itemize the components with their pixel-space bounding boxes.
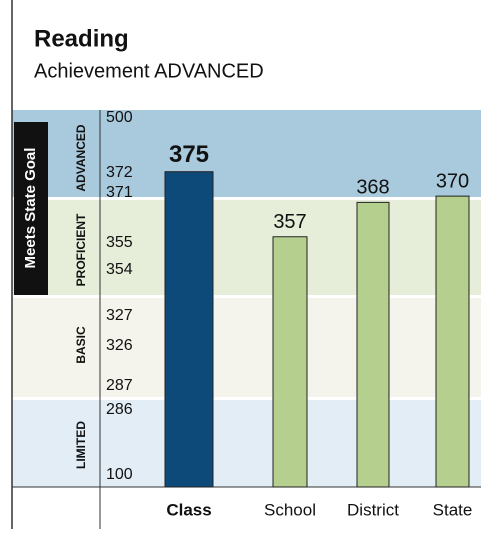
plot [12, 110, 481, 487]
side-label-box [14, 122, 48, 295]
value-label: 357 [273, 211, 306, 233]
y-tick-label: 287 [106, 377, 133, 394]
bar [356, 201, 390, 488]
bar [272, 236, 308, 488]
band [12, 298, 481, 397]
side-label: Meets State Goal [22, 148, 39, 269]
y-tick-label: 372 [106, 164, 133, 181]
y-tick-label: 100 [106, 466, 133, 483]
x-tick-label: School [264, 500, 316, 519]
value-label: 375 [169, 141, 209, 168]
band-label: BASIC [74, 326, 88, 364]
y-tick-label: 355 [106, 234, 133, 251]
chart-subtitle: Achievement ADVANCED [34, 60, 264, 82]
band-label: LIMITED [74, 421, 88, 469]
bar [435, 195, 470, 488]
y-tick-label: 327 [106, 307, 133, 324]
band [12, 400, 481, 487]
x-tick-label: State [433, 500, 473, 519]
y-tick-label: 500 [106, 109, 133, 126]
band [12, 200, 481, 295]
value-label: 368 [356, 177, 389, 199]
y-tick-label: 286 [106, 401, 133, 418]
y-tick-label: 354 [106, 261, 133, 278]
y-tick-label: 326 [106, 337, 133, 354]
band-label: PROFICIENT [74, 213, 88, 286]
band-label: ADVANCED [74, 124, 88, 191]
x-tick-label: District [347, 500, 399, 519]
chart-title: Reading [34, 25, 129, 52]
band [12, 110, 481, 197]
bar [164, 171, 214, 488]
y-tick-label: 371 [106, 184, 133, 201]
value-label: 370 [436, 170, 469, 192]
x-tick-label: Class [166, 500, 211, 519]
